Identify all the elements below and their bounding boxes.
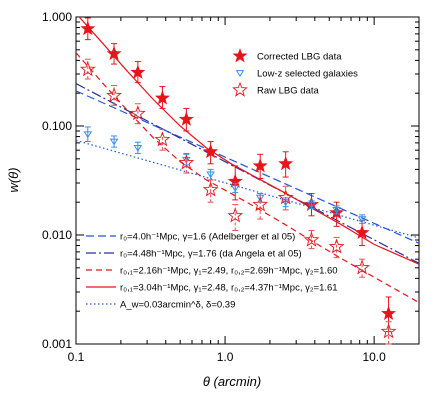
data-point xyxy=(203,141,219,165)
marker xyxy=(106,45,122,61)
data-point xyxy=(252,153,268,179)
marker xyxy=(154,131,171,147)
marker xyxy=(307,201,316,209)
legend-marker xyxy=(232,81,248,97)
marker xyxy=(332,207,341,214)
marker xyxy=(328,238,345,254)
legend-marker xyxy=(235,70,245,78)
legend-label: r₀=4.48h⁻¹Mpc, γ=1.76 (da Angela et al 0… xyxy=(120,249,302,260)
data-point xyxy=(178,107,194,132)
data-point xyxy=(380,321,397,345)
legend-label: r₀,₁=3.04h⁻¹Mpc, γ₁=2.48, r₀,₂=4.37h⁻¹Mp… xyxy=(120,283,338,294)
data-point xyxy=(332,205,341,215)
y-tick-label: 0.100 xyxy=(42,119,72,133)
legend-label: Raw LBG data xyxy=(257,86,319,97)
marker xyxy=(80,20,96,36)
data-point xyxy=(129,103,146,125)
marker xyxy=(255,194,265,202)
data-point xyxy=(303,229,320,250)
axis-tick-labels: 0.1 1.0 10.0 0.001 0.010 0.100 1.000 xyxy=(42,10,386,364)
data-point xyxy=(307,200,316,210)
data-point xyxy=(278,151,294,178)
data-point xyxy=(354,258,370,278)
model-line-3 xyxy=(76,52,419,304)
marker xyxy=(83,131,93,139)
legend-label: r₀=4.0h⁻¹Mpc, γ=1.6 (Adelberger et al 05… xyxy=(120,232,295,243)
marker xyxy=(154,90,170,105)
data-point xyxy=(230,182,240,194)
data-point xyxy=(83,126,93,143)
marker xyxy=(227,207,244,223)
marker xyxy=(252,158,268,173)
data-point xyxy=(227,204,244,231)
data-point xyxy=(202,179,219,203)
data-point xyxy=(154,128,171,151)
marker xyxy=(79,61,96,77)
data-point xyxy=(109,135,119,148)
data-point xyxy=(328,236,345,259)
marker xyxy=(303,231,320,247)
legend-label: r₀,₁=2.16h⁻¹Mpc, γ₁=2.49, r₀,₂=2.69h⁻¹Mp… xyxy=(120,266,338,277)
y-tick-label: 1.000 xyxy=(42,10,72,24)
legend-marker xyxy=(232,48,248,63)
model-line-4 xyxy=(78,17,419,265)
marker xyxy=(354,224,370,240)
marker xyxy=(381,305,397,320)
legend-label: Corrected LBG data xyxy=(257,52,342,63)
marker xyxy=(109,138,119,146)
data-point xyxy=(154,86,170,109)
marker xyxy=(206,171,215,179)
legend-label: Low-z selected galaxies xyxy=(257,69,358,80)
x-tick-label: 1.0 xyxy=(217,350,234,364)
marker xyxy=(252,196,269,212)
marker xyxy=(106,87,122,103)
marker xyxy=(230,185,240,192)
data-points xyxy=(79,17,397,345)
data-point xyxy=(178,152,195,174)
model-line-2 xyxy=(76,83,419,264)
plot-area xyxy=(75,16,420,345)
marker xyxy=(278,155,294,171)
axis-ticks xyxy=(75,16,420,345)
y-tick-label: 0.001 xyxy=(42,337,72,351)
marker xyxy=(178,111,194,126)
marker xyxy=(203,143,219,159)
x-axis-label: θ (arcmin) xyxy=(203,374,261,389)
marker xyxy=(354,259,370,275)
y-axis-label: w(θ) xyxy=(6,167,21,192)
legend-top: Corrected LBG data Low-z selected galaxie… xyxy=(232,48,358,97)
marker xyxy=(133,144,143,152)
marker xyxy=(129,105,146,121)
data-point xyxy=(277,185,294,211)
data-point xyxy=(106,43,122,65)
data-point xyxy=(79,58,96,80)
data-point xyxy=(130,61,146,84)
legend-label: A_w=0.03arcmin^δ, δ=0.39 xyxy=(120,300,235,311)
marker xyxy=(202,181,219,197)
marker xyxy=(130,64,146,79)
data-point xyxy=(133,141,143,154)
data-point xyxy=(106,85,122,106)
y-tick-label: 0.010 xyxy=(42,228,72,242)
legend-bottom: r₀=4.0h⁻¹Mpc, γ=1.6 (Adelberger et al 05… xyxy=(86,232,338,311)
marker xyxy=(357,216,367,224)
x-tick-label: 10.0 xyxy=(362,350,386,364)
x-tick-label: 0.1 xyxy=(68,350,85,364)
data-point xyxy=(80,17,96,41)
data-point xyxy=(252,193,269,220)
marker xyxy=(380,323,397,339)
marker xyxy=(277,189,294,205)
marker xyxy=(178,154,195,170)
data-point xyxy=(357,214,367,224)
